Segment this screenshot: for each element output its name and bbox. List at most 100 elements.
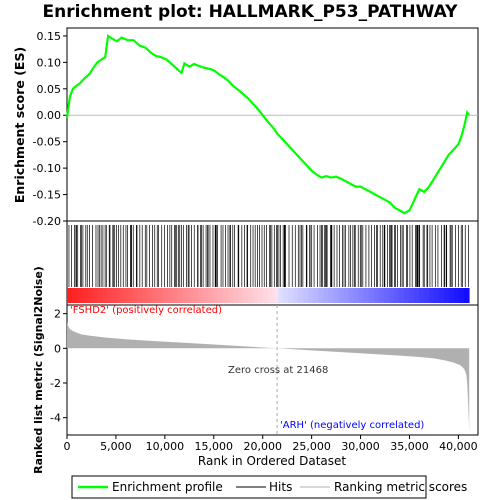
rank-color-segment <box>383 288 390 303</box>
metric-y-tick-label: 0 <box>54 342 61 355</box>
x-tick-label: 25,000 <box>292 440 331 453</box>
rank-color-segment <box>187 288 194 303</box>
rank-color-segment <box>107 288 113 303</box>
rank-color-segment <box>258 288 264 303</box>
rank-color-segment <box>207 288 214 303</box>
x-axis-ticks: 0 5,000 10,000 15,000 20,000 25,000 30,000 35,0… <box>64 435 478 453</box>
rank-color-segment <box>308 288 314 303</box>
rank-color-segment <box>192 288 199 303</box>
hit-lines <box>68 225 469 287</box>
x-axis-label: Rank in Ordered Dataset <box>198 454 346 468</box>
rank-color-segment <box>137 288 143 303</box>
rank-color-segment <box>439 288 445 303</box>
rank-color-segment <box>182 288 189 303</box>
rank-color-segment <box>298 288 304 303</box>
metric-y-tick-label: 2 <box>54 308 61 321</box>
rank-color-segment <box>403 288 410 303</box>
rank-color-segment <box>398 288 405 303</box>
rank-color-segment <box>268 288 274 303</box>
es-plot-frame <box>66 27 479 222</box>
rank-color-segment <box>217 288 224 303</box>
rank-color-segment <box>333 288 339 303</box>
rank-color-segment <box>464 288 470 303</box>
rank-color-segment <box>142 288 148 303</box>
rank-color-segment <box>358 288 365 303</box>
positive-correlation-label: 'FSHD2' (positively correlated) <box>70 305 222 316</box>
x-tick-label: 0 <box>64 440 71 453</box>
ranking-metric-area <box>67 322 470 432</box>
x-tick-label: 40,000 <box>439 440 478 453</box>
rank-color-segment <box>167 288 173 303</box>
rank-color-segment <box>288 288 294 303</box>
rank-color-segment <box>368 288 375 303</box>
es-y-ticks: -0.20 -0.15 -0.10 -0.05 0.00 0.05 0.10 0.15 <box>33 30 67 228</box>
rank-color-segment <box>444 288 450 303</box>
rank-color-segment <box>147 288 153 303</box>
rank-color-segment <box>423 288 430 303</box>
rank-color-segment <box>338 288 344 303</box>
enrichment-score-panel: -0.20 -0.15 -0.10 -0.05 0.00 0.05 0.10 0.15 Enr… <box>12 27 479 228</box>
rank-color-segment <box>232 288 239 303</box>
x-tick-label: 35,000 <box>390 440 429 453</box>
rank-color-segment <box>102 288 108 303</box>
rank-color-segment <box>157 288 163 303</box>
rank-color-segment <box>177 288 184 303</box>
zero-cross-label: Zero cross at 21468 <box>228 365 328 376</box>
es-y-tick-label: 0.00 <box>37 109 62 122</box>
ranked-metric-panel: -4 -2 0 2 'FSHD2' (positively correlated) Z… <box>32 266 479 474</box>
x-tick-label: 15,000 <box>195 440 234 453</box>
rank-color-segment <box>72 288 78 303</box>
metric-y-axis-label: Ranked list metric (Signal2Noise) <box>32 266 45 474</box>
rank-color-segment <box>202 288 209 303</box>
rank-color-segment <box>162 288 168 303</box>
rank-color-segment <box>127 288 133 303</box>
es-y-tick-label: 0.15 <box>37 30 62 43</box>
rank-color-segment <box>393 288 400 303</box>
rank-color-segment <box>408 288 415 303</box>
x-tick-label: 30,000 <box>341 440 380 453</box>
rank-color-segment <box>413 288 420 303</box>
rank-color-segment <box>278 288 284 303</box>
rank-color-segment <box>122 288 128 303</box>
rank-color-segment <box>212 288 219 303</box>
legend: Enrichment profile Hits Ranking metric s… <box>71 475 467 499</box>
rank-color-segment <box>112 288 118 303</box>
rank-color-segment <box>283 288 289 303</box>
rank-color-segment <box>197 288 204 303</box>
rank-color-segment <box>343 288 349 303</box>
rank-color-segment <box>378 288 385 303</box>
legend-metric-label: Ranking metric scores <box>334 480 467 494</box>
rank-color-segment <box>242 288 249 303</box>
rank-color-segment <box>247 288 254 303</box>
rank-color-segment <box>434 288 440 303</box>
rank-color-segment <box>87 288 93 303</box>
rank-color-segment <box>237 288 244 303</box>
rank-color-segment <box>227 288 234 303</box>
metric-y-tick-label: -2 <box>50 377 61 390</box>
es-y-tick-label: 0.10 <box>37 56 62 69</box>
rank-color-segment <box>263 288 269 303</box>
es-y-tick-label: 0.05 <box>37 83 62 96</box>
rank-color-segment <box>313 288 319 303</box>
rank-color-segment <box>97 288 103 303</box>
rank-color-segment <box>418 288 425 303</box>
rank-color-segment <box>293 288 299 303</box>
rank-color-segment <box>459 288 465 303</box>
chart-title: Enrichment plot: HALLMARK_P53_PATHWAY <box>43 2 459 22</box>
x-tick-label: 5,000 <box>100 440 132 453</box>
rank-color-segment <box>117 288 123 303</box>
rank-color-segment <box>388 288 395 303</box>
rank-color-segment <box>82 288 88 303</box>
es-y-tick-label: -0.10 <box>33 162 61 175</box>
rank-color-segment <box>428 288 435 303</box>
rank-color-segment <box>303 288 309 303</box>
es-y-tick-label: -0.15 <box>33 189 61 202</box>
x-tick-label: 20,000 <box>243 440 282 453</box>
rank-color-segment <box>253 288 259 303</box>
rank-color-segment <box>318 288 324 303</box>
rank-color-segment <box>353 288 359 303</box>
rank-color-segment <box>273 288 279 303</box>
rank-color-segment <box>348 288 354 303</box>
rank-color-segment <box>67 288 73 303</box>
